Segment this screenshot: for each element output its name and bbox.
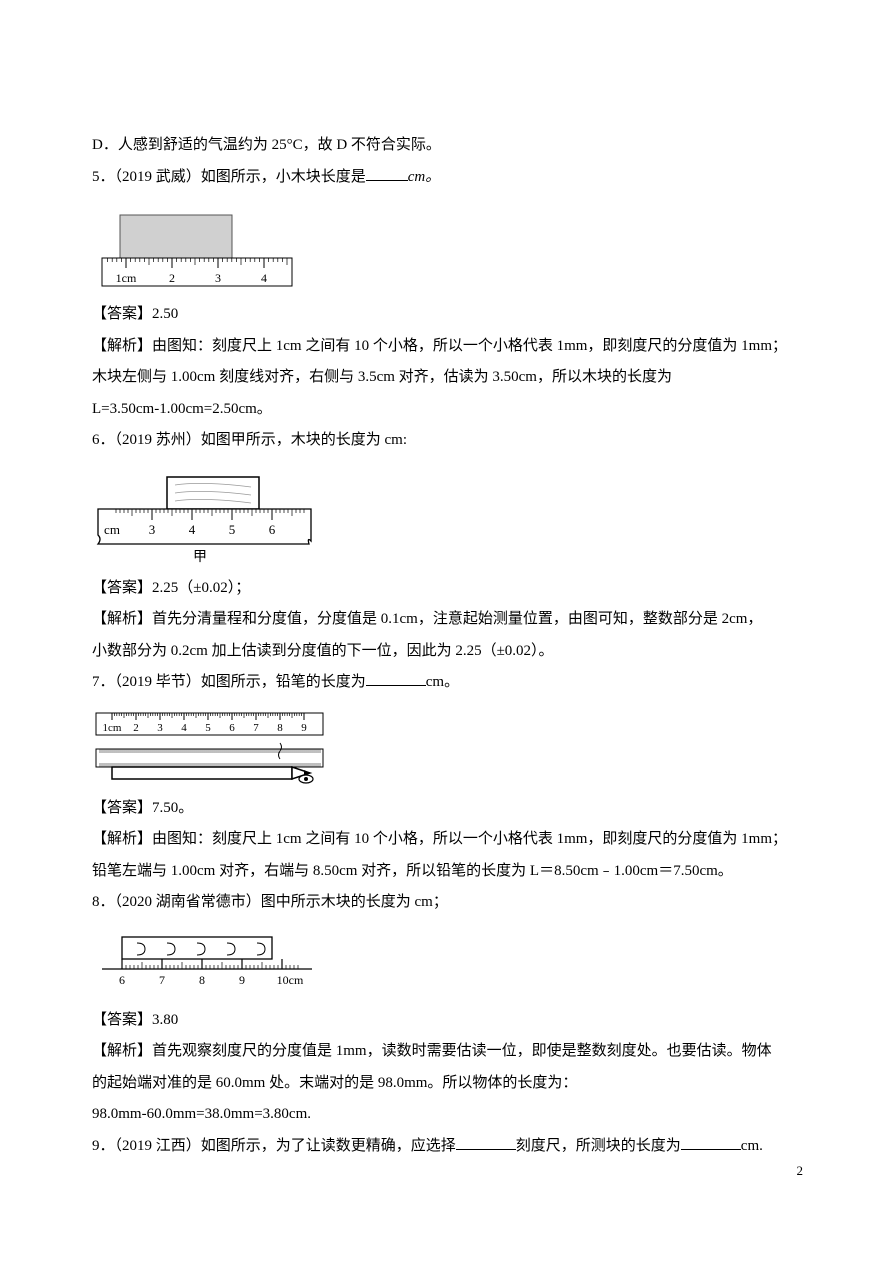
q7-text: 7．（2019 毕节）如图所示，铅笔的长度为 [92,674,366,690]
svg-text:10cm: 10cm [277,973,304,987]
svg-text:6: 6 [269,522,276,537]
explain-8a: 【解析】首先观察刻度尺的分度值是 1mm，读数时需要估读一位，即使是整数刻度处。… [92,1036,805,1068]
q5-text: 5．（2019 武威）如图所示，小木块长度是 [92,169,366,185]
q7-prompt: 7．（2019 毕节）如图所示，铅笔的长度为 cm。 [92,667,805,699]
svg-text:3: 3 [157,722,163,734]
q9-blank2 [681,1133,741,1150]
svg-text:7: 7 [253,722,259,734]
page-number: 2 [797,1157,804,1184]
svg-text:4: 4 [189,522,196,537]
svg-text:2: 2 [169,271,175,285]
svg-text:9: 9 [301,722,307,734]
svg-text:8: 8 [277,722,283,734]
explain-8c: 98.0mm-60.0mm=38.0mm=3.80cm. [92,1099,805,1131]
svg-text:4: 4 [261,271,267,285]
svg-text:8: 8 [199,973,205,987]
option-d-text: D．人感到舒适的气温约为 25°C，故 D 不符合实际。 [92,130,805,162]
svg-text:3: 3 [215,271,221,285]
answer-8: 【答案】3.80 [92,1005,805,1037]
svg-text:1cm: 1cm [116,271,137,285]
q7-unit: cm。 [426,674,459,690]
explain-5b: 木块左侧与 1.00cm 刻度线对齐，右侧与 3.5cm 对齐，估读为 3.50… [92,362,805,394]
explain-5c: L=3.50cm-1.00cm=2.50cm。 [92,394,805,426]
q5-blank [366,164,408,181]
explain-6a: 【解析】首先分清量程和分度值，分度值是 0.1cm，注意起始测量位置，由图可知，… [92,604,805,636]
explain-8b: 的起始端对准的是 60.0mm 处。末端对的是 98.0mm。所以物体的长度为： [92,1068,805,1100]
svg-text:3: 3 [149,522,156,537]
explain-7b: 铅笔左端与 1.00cm 对齐，右端与 8.50cm 对齐，所以铅笔的长度为 L… [92,856,805,888]
svg-text:甲: 甲 [193,550,207,565]
q6-prompt: 6．（2019 苏州）如图甲所示，木块的长度为 cm: [92,425,805,457]
svg-text:7: 7 [159,973,165,987]
figure-7: 1cm 2 3 4 5 6 7 8 9 [92,709,805,787]
q8-prompt: 8．（2020 湖南省常德市）图中所示木块的长度为 cm； [92,887,805,919]
svg-text:6: 6 [229,722,235,734]
q9-b: 刻度尺，所测块的长度为 [516,1138,681,1154]
explain-6b: 小数部分为 0.2cm 加上估读到分度值的下一位，因此为 2.25（±0.02）… [92,636,805,668]
q5-unit: cm。 [408,169,441,185]
figure-5: 1cm 2 3 4 [92,203,805,293]
q7-blank [366,670,426,687]
svg-text:6: 6 [119,973,125,987]
figure-8: 6 7 8 9 10cm [92,929,805,999]
q9-prompt: 9．（2019 江西）如图所示，为了让读数更精确，应选择 刻度尺，所测块的长度为 c… [92,1131,805,1163]
q9-c: cm. [741,1138,763,1154]
q9-blank1 [456,1133,516,1150]
figure-6: cm 3 4 5 6 甲 [92,467,805,567]
svg-text:cm: cm [104,522,120,537]
answer-5: 【答案】2.50 [92,299,805,331]
explain-7a: 【解析】由图知：刻度尺上 1cm 之间有 10 个小格，所以一个小格代表 1mm… [92,824,805,856]
svg-text:2: 2 [133,722,139,734]
svg-text:4: 4 [181,722,187,734]
svg-text:5: 5 [205,722,211,734]
answer-7: 【答案】7.50。 [92,793,805,825]
svg-text:1cm: 1cm [103,722,122,734]
q5-prompt: 5．（2019 武威）如图所示，小木块长度是 cm。 [92,162,805,194]
q9-a: 9．（2019 江西）如图所示，为了让读数更精确，应选择 [92,1138,456,1154]
svg-text:5: 5 [229,522,236,537]
explain-5a: 【解析】由图知：刻度尺上 1cm 之间有 10 个小格，所以一个小格代表 1mm… [92,331,805,363]
answer-6: 【答案】2.25（±0.02）； [92,573,805,605]
svg-text:9: 9 [239,973,245,987]
